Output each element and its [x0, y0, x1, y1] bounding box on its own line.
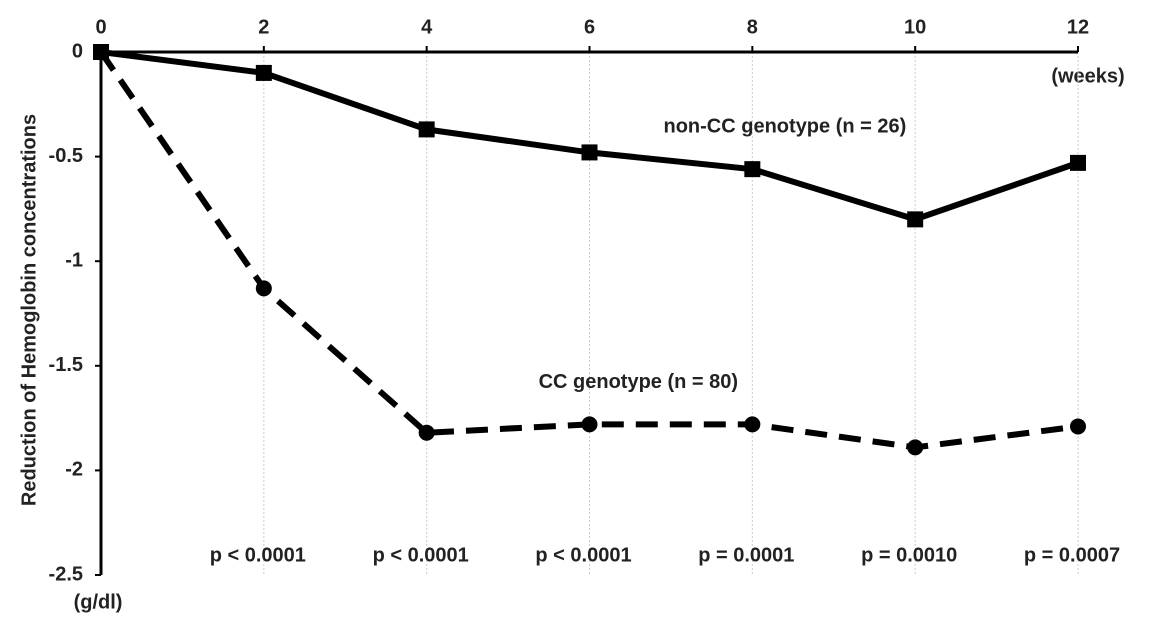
y-tick-label: 0	[72, 40, 83, 62]
marker	[744, 416, 761, 433]
y-axis-title: Reduction of Hemoglobin concentrations	[18, 114, 40, 506]
p-value: p = 0.0007	[1024, 544, 1120, 566]
y-tick-label: -2.5	[49, 563, 83, 585]
y-tick-label: -0.5	[49, 145, 83, 167]
series-label: CC genotype (n = 80)	[539, 371, 738, 393]
marker	[93, 44, 109, 60]
p-value: p = 0.0001	[698, 544, 794, 566]
p-value: p < 0.0001	[373, 544, 469, 566]
marker	[1070, 418, 1086, 435]
x-tick-label: 10	[904, 16, 926, 38]
x-tick-label: 8	[747, 16, 758, 38]
p-value: p < 0.0001	[535, 544, 631, 566]
series-label: non-CC genotype (n = 26)	[664, 116, 907, 138]
marker	[418, 121, 435, 138]
y-tick-label: -1	[65, 249, 83, 271]
marker	[255, 64, 272, 81]
y-unit: (g/dl)	[74, 591, 123, 613]
marker	[581, 416, 598, 433]
marker	[581, 144, 598, 161]
x-tick-label: 6	[584, 16, 595, 38]
x-tick-label: 12	[1067, 16, 1089, 38]
marker	[907, 211, 924, 228]
marker	[418, 424, 435, 441]
x-tick-label: 0	[95, 16, 106, 38]
marker	[907, 439, 924, 456]
p-value: p < 0.0001	[210, 544, 306, 566]
y-tick-label: -1.5	[49, 354, 83, 376]
x-tick-label: 4	[421, 16, 433, 38]
x-unit: (weeks)	[1051, 65, 1124, 87]
marker	[255, 280, 272, 297]
y-tick-label: -2	[65, 459, 83, 481]
marker	[1070, 154, 1086, 171]
x-tick-label: 2	[258, 16, 269, 38]
marker	[744, 161, 761, 178]
p-value: p = 0.0010	[861, 544, 957, 566]
